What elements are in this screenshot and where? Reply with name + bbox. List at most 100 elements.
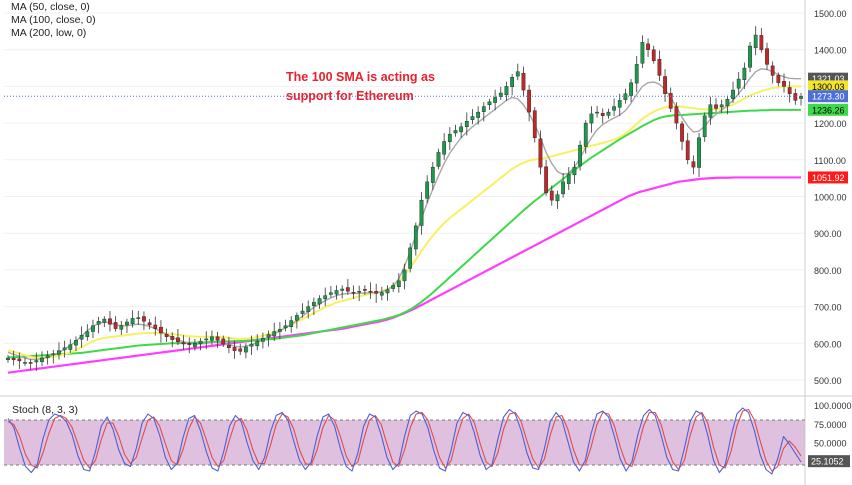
candle-body [345, 287, 350, 292]
legend-ma50: MA (50, close, 0) [11, 1, 90, 13]
candle-body [521, 72, 526, 91]
stochastic-tick-label: 50.0000 [814, 439, 847, 449]
candle-body [125, 321, 129, 326]
candle-body [227, 344, 231, 348]
candle-body [85, 331, 90, 337]
candle-body [45, 355, 50, 358]
candle-body [283, 325, 288, 329]
candle-body [108, 318, 112, 325]
candle-body [11, 358, 16, 361]
candle-body [306, 306, 311, 312]
candle-body [719, 104, 724, 108]
candle-body [510, 77, 515, 87]
candle-body [119, 325, 124, 330]
price-badge-label: 1051.92 [812, 173, 845, 183]
candle-body [498, 92, 503, 97]
candle-body [640, 42, 645, 64]
candle-body [266, 334, 271, 338]
candle-body [113, 322, 118, 329]
candle-body [651, 49, 656, 61]
candle-body [759, 35, 764, 50]
candle-body [748, 45, 752, 68]
price-tick-label: 500.00 [814, 376, 842, 386]
candle-body [691, 161, 696, 168]
candle-body [272, 331, 277, 337]
candle-body [646, 43, 650, 50]
candle-body [17, 358, 22, 362]
candle-body [464, 121, 469, 127]
candle-body [527, 89, 532, 113]
candle-body [181, 342, 186, 345]
candle-body [198, 340, 203, 344]
candle-body [249, 343, 254, 347]
candle-body [765, 48, 769, 65]
candle-body [51, 353, 56, 355]
candle-body [476, 111, 481, 118]
candle-body [170, 336, 175, 340]
candle-body [351, 292, 356, 294]
candle-body [663, 76, 667, 94]
candle-body [385, 289, 390, 294]
candle-body [238, 348, 243, 352]
price-tick-label: 1100.00 [814, 156, 846, 166]
candle-body [96, 321, 101, 325]
candle-body [159, 326, 163, 334]
candle-body [91, 325, 95, 332]
candle-body [493, 97, 498, 103]
candle-body [215, 336, 220, 341]
candle-body [311, 301, 316, 307]
candle-body [261, 337, 265, 342]
candle-body [323, 295, 328, 300]
candle-body [532, 110, 537, 138]
candle-body [714, 104, 718, 109]
candle-body [742, 67, 747, 80]
candle-body [28, 362, 33, 364]
price-tick-label: 700.00 [814, 303, 842, 313]
stochastic-label: Stoch (8, 3, 3) [12, 404, 78, 416]
candle-body [561, 181, 565, 195]
ma100-line [8, 108, 801, 359]
stochastic-badge [808, 455, 850, 468]
candle-body [153, 324, 158, 329]
candle-body [221, 338, 226, 345]
price-tick-label: 1400.00 [814, 46, 847, 56]
candle-body [294, 315, 299, 321]
candle-body [164, 333, 169, 337]
candle-body [566, 174, 571, 184]
candle-body [595, 111, 599, 114]
price-badge-label: 1273.30 [812, 92, 845, 102]
candle-body [413, 225, 418, 250]
candle-body [57, 350, 61, 355]
price-badge [808, 171, 848, 184]
candle-body [600, 112, 605, 116]
candle-body [34, 360, 39, 363]
legend-ma100: MA (100, close, 0) [11, 14, 96, 26]
candle-body [606, 111, 611, 116]
stochastic-tick-label: 75.0000 [814, 420, 847, 430]
candle-body [572, 166, 577, 176]
candle-body [402, 269, 407, 282]
candle-body [538, 138, 543, 168]
price-badge [808, 80, 848, 93]
candle-body [204, 338, 209, 341]
price-badge [808, 90, 848, 103]
candle-body [470, 116, 475, 120]
candle-body [504, 86, 509, 96]
candle-body [442, 141, 447, 155]
candle-body [368, 290, 373, 293]
candle-body [142, 316, 146, 322]
candle-body [374, 290, 379, 294]
candle-body [176, 337, 180, 343]
candle-body [425, 181, 430, 199]
candle-body [419, 199, 424, 226]
candle-body [340, 288, 345, 291]
candle-body [379, 292, 384, 296]
candle-body [102, 318, 107, 323]
candle-body [430, 166, 435, 183]
price-tick-label: 900.00 [814, 229, 842, 239]
candle-body [459, 126, 464, 133]
legend-ma200: MA (200, low, 0) [11, 27, 87, 39]
candle-body [277, 329, 282, 332]
candle-body [770, 65, 775, 76]
